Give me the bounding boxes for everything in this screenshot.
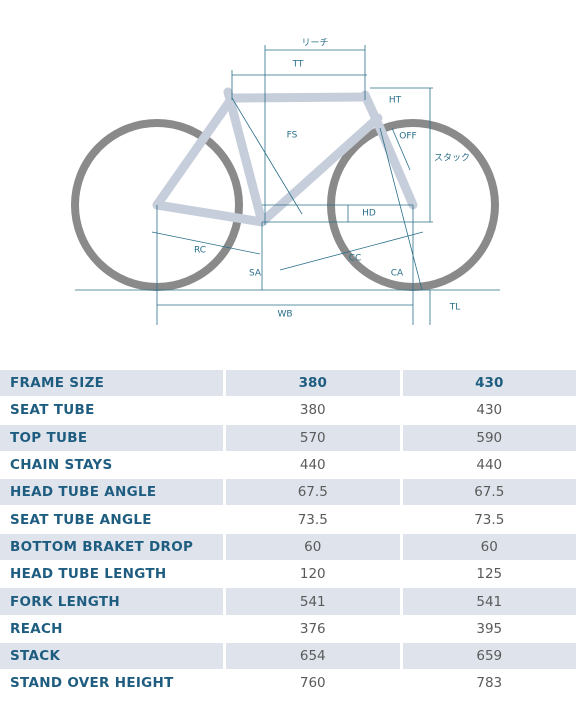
geometry-diagram: リーチ TT HT FS OFF スタック HD RC SA CC CA WB … (71, 38, 500, 325)
table-row: REACH 376 395 (0, 616, 576, 643)
label-cc: CC (349, 254, 362, 264)
cell-value: 760 (226, 670, 400, 698)
label-tl: TL (449, 303, 461, 313)
table-row: TOP TUBE 570 590 (0, 424, 576, 452)
label-tt: TT (292, 60, 304, 70)
dimension-lines (75, 45, 500, 325)
cell-value: 659 (402, 642, 576, 671)
table-row: SEAT TUBE 380 430 (0, 397, 576, 425)
cell-value: 120 (226, 561, 400, 589)
label-stack: スタック (434, 153, 470, 164)
cell-value: 67.5 (402, 479, 576, 507)
row-label: CHAIN STAYS (0, 452, 223, 480)
cell-value: 440 (226, 452, 400, 480)
label-wb: WB (277, 310, 292, 320)
row-label: FORK LENGTH (0, 588, 223, 616)
row-label: FRAME SIZE (0, 370, 223, 398)
cell-value: 67.5 (226, 479, 400, 507)
row-label: STAND OVER HEIGHT (0, 670, 223, 698)
table-row: HEAD TUBE ANGLE 67.5 67.5 (0, 479, 576, 507)
cell-value: 380 (226, 370, 400, 398)
table-row: BOTTOM BRAKET DROP 60 60 (0, 533, 576, 562)
cell-value: 60 (402, 533, 576, 562)
table-row: SEAT TUBE ANGLE 73.5 73.5 (0, 506, 576, 534)
cell-value: 73.5 (226, 506, 400, 534)
cell-value: 430 (402, 370, 576, 398)
cell-value: 570 (226, 424, 400, 452)
cell-value: 654 (226, 642, 400, 671)
label-reach: リーチ (301, 38, 328, 49)
row-label: TOP TUBE (0, 424, 223, 452)
cell-value: 783 (402, 670, 576, 698)
label-fs: FS (287, 131, 298, 141)
row-label: SEAT TUBE (0, 397, 223, 425)
cell-value: 440 (402, 452, 576, 480)
cell-value: 541 (226, 588, 400, 616)
cell-value: 430 (402, 397, 576, 425)
label-hd: HD (362, 209, 376, 219)
geometry-table: FRAME SIZE 380 430 SEAT TUBE 380 430 TOP TUBE 5… (0, 370, 579, 698)
cell-value: 395 (402, 616, 576, 643)
table-row: CHAIN STAYS 440 440 (0, 452, 576, 480)
cell-value: 376 (226, 616, 400, 643)
row-label: BOTTOM BRAKET DROP (0, 533, 223, 562)
cell-value: 590 (402, 424, 576, 452)
table-row: STAND OVER HEIGHT 760 783 (0, 670, 576, 698)
frame (152, 87, 418, 227)
cell-value: 541 (402, 588, 576, 616)
row-label: SEAT TUBE ANGLE (0, 506, 223, 534)
cell-value: 73.5 (402, 506, 576, 534)
table-row: STACK 654 659 (0, 642, 576, 671)
cell-value: 60 (226, 533, 400, 562)
row-label: REACH (0, 616, 223, 643)
row-label: STACK (0, 642, 223, 671)
row-label: HEAD TUBE ANGLE (0, 479, 223, 507)
label-sa: SA (249, 269, 262, 279)
label-ca: CA (391, 269, 404, 279)
label-rc: RC (194, 246, 206, 256)
table-row: HEAD TUBE LENGTH 120 125 (0, 561, 576, 589)
table-row: FORK LENGTH 541 541 (0, 588, 576, 616)
row-label: HEAD TUBE LENGTH (0, 561, 223, 589)
cell-value: 125 (402, 561, 576, 589)
cell-value: 380 (226, 397, 400, 425)
header-row: FRAME SIZE 380 430 (0, 370, 576, 398)
label-off: OFF (399, 132, 416, 142)
label-ht: HT (389, 96, 402, 106)
